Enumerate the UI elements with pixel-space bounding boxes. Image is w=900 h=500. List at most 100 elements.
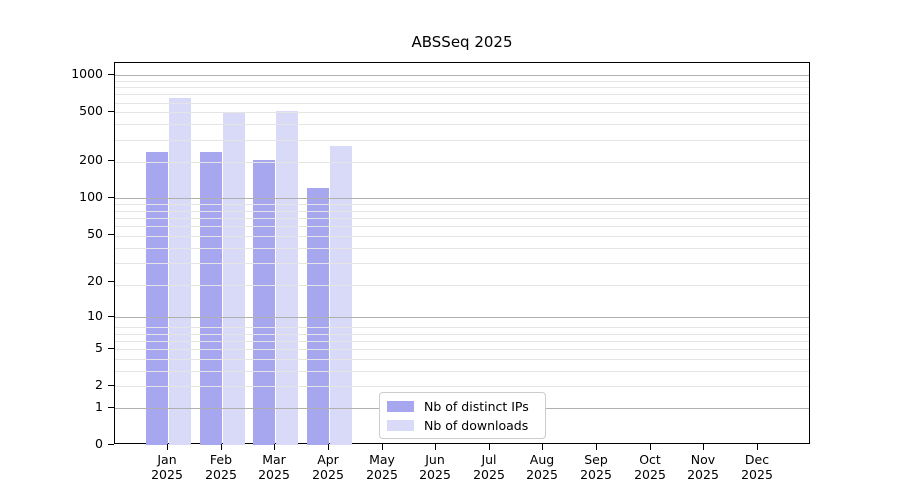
gridline-minor [115,218,809,219]
year-label: 2025 [366,467,398,482]
gridline-minor [115,334,809,335]
x-tick-mark [542,444,543,450]
y-tick-label: 200 [79,152,103,168]
y-tick-mark [108,111,114,112]
x-tick-label-nov: Nov 2025 [676,452,730,482]
x-tick-mark [596,444,597,450]
bar-downloads-apr [330,146,352,445]
year-label: 2025 [741,467,773,482]
year-label: 2025 [258,467,290,482]
gridline-minor [115,211,809,212]
x-tick-mark [650,444,651,450]
x-tick-mark [703,444,704,450]
y-tick-mark [108,348,114,349]
x-tick-mark [274,444,275,450]
y-tick-label: 1000 [71,66,103,82]
x-tick-mark [221,444,222,450]
gridline-minor [115,112,809,113]
legend: Nb of distinct IPs Nb of downloads [379,392,546,439]
month-label: Jul [481,452,497,467]
y-tick-label: 10 [87,307,103,323]
gridline-minor [115,327,809,328]
x-tick-label-jan: Jan 2025 [140,452,194,482]
x-tick-mark [328,444,329,450]
month-label: Oct [639,452,661,467]
bar-distinct-ips-mar [253,159,275,445]
year-label: 2025 [634,467,666,482]
year-label: 2025 [205,467,237,482]
month-label: Sep [584,452,608,467]
y-tick-mark [108,385,114,386]
x-tick-label-mar: Mar 2025 [247,452,301,482]
x-tick-label-may: May 2025 [355,452,409,482]
x-tick-mark [382,444,383,450]
month-label: Aug [529,452,555,467]
y-tick-mark [108,74,114,75]
month-label: Jan [157,452,177,467]
gridline-minor [115,226,809,227]
year-label: 2025 [526,467,558,482]
x-tick-label-apr: Apr 2025 [301,452,355,482]
year-label: 2025 [312,467,344,482]
month-label: Dec [744,452,770,467]
gridline-minor [115,236,809,237]
x-tick-mark [757,444,758,450]
year-label: 2025 [687,467,719,482]
legend-label-distinct-ips: Nb of distinct IPs [424,398,529,414]
y-tick-label: 0 [95,436,103,451]
month-label: Nov [690,452,716,467]
gridline-minor [115,162,809,163]
y-tick-mark [108,281,114,282]
gridline-minor [115,124,809,125]
month-label: May [369,452,395,467]
y-tick-mark [108,316,114,317]
gridline-minor [115,386,809,387]
year-label: 2025 [580,467,612,482]
chart-title: ABSSeq 2025 [411,33,513,51]
gridline-major [115,198,809,199]
bar-distinct-ips-apr [307,188,329,445]
legend-label-downloads: Nb of downloads [424,417,529,433]
x-tick-mark [435,444,436,450]
y-tick-label: 2 [95,377,103,393]
bar-downloads-jan [169,98,191,445]
gridline-minor [115,359,809,360]
y-tick-label: 50 [87,225,103,241]
month-label: Apr [317,452,339,467]
x-tick-label-jun: Jun 2025 [408,452,462,482]
x-tick-mark [167,444,168,450]
x-tick-label-jul: Jul 2025 [462,452,516,482]
month-label: Mar [262,452,286,467]
y-tick-label: 500 [79,103,103,119]
gridline-minor [115,341,809,342]
x-tick-label-sep: Sep 2025 [569,452,623,482]
x-tick-label-oct: Oct 2025 [623,452,677,482]
gridline-minor [115,248,809,249]
gridline-major [115,75,809,76]
gridline-minor [115,103,809,104]
y-tick-label: 20 [87,273,103,289]
y-tick-label: 1 [95,398,103,414]
plot-area: Nb of distinct IPs Nb of downloads [114,62,810,445]
year-label: 2025 [419,467,451,482]
y-tick-mark [108,197,114,198]
x-tick-label-feb: Feb 2025 [194,452,248,482]
legend-swatch-downloads [387,419,414,431]
gridline-minor [115,285,809,286]
x-tick-label-aug: Aug 2025 [515,452,569,482]
y-tick-mark [108,234,114,235]
gridlines-layer [115,63,809,443]
y-tick-label: 5 [95,340,103,356]
y-tick-label: 100 [79,189,103,205]
y-tick-mark [108,444,114,445]
y-tick-mark [108,407,114,408]
x-tick-label-dec: Dec 2025 [730,452,784,482]
legend-item-downloads: Nb of downloads [387,418,538,433]
gridline-minor [115,263,809,264]
month-label: Jun [425,452,445,467]
gridline-minor [115,87,809,88]
gridline-minor [115,371,809,372]
gridline-minor [115,140,809,141]
bar-downloads-feb [223,111,245,445]
